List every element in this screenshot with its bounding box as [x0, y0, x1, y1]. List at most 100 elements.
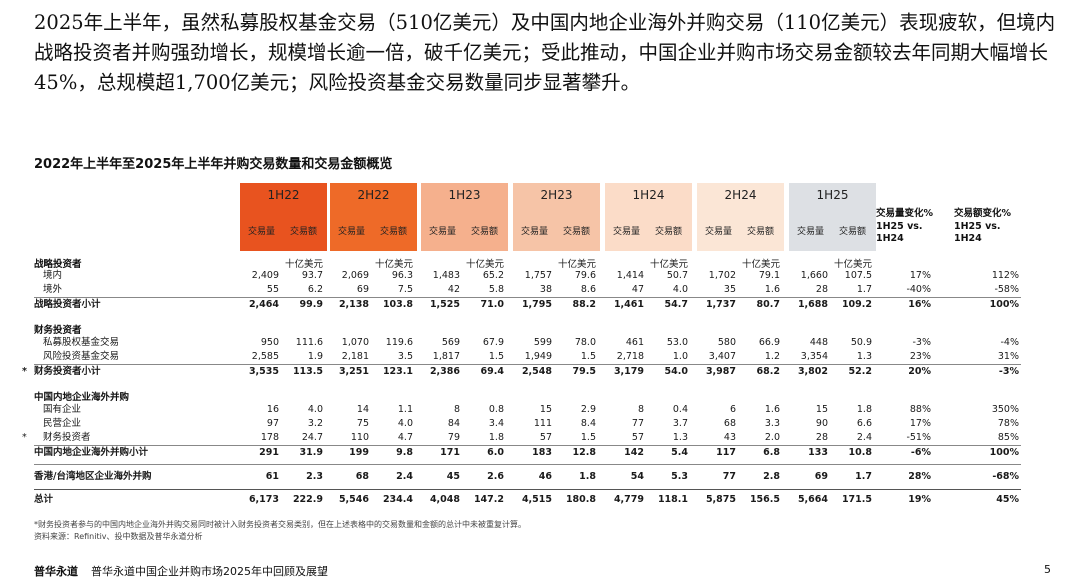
unit-label: 十亿美元: [649, 259, 688, 270]
table-cell: 1.5: [580, 351, 596, 362]
table-cell: 117: [716, 447, 736, 458]
volume-column-label: 交易量: [796, 227, 824, 237]
table-cell: 1.8: [488, 432, 504, 443]
table-cell: 69: [814, 471, 828, 482]
table-cell: 16: [266, 404, 279, 415]
volume-change-header: 交易量变化% 1H25 vs. 1H24: [876, 208, 933, 246]
period-header-1h25: 1H25: [789, 183, 876, 208]
row-divider: [34, 364, 1021, 365]
table-cell: 133: [808, 447, 828, 458]
table-cell: 2,181: [341, 351, 369, 362]
table-cell: 3.7: [672, 418, 688, 429]
table-cell: 1.6: [764, 284, 780, 295]
table-cell: 45%: [996, 494, 1019, 505]
table-cell: 183: [532, 447, 552, 458]
table-cell: 3,179: [613, 366, 644, 377]
period-subheader: 交易量 交易额: [330, 208, 417, 251]
value-change-header: 交易额变化% 1H25 vs. 1H24: [954, 208, 1011, 246]
table-cell: 1,737: [705, 299, 736, 310]
table-cell: 107.5: [844, 270, 872, 281]
period-subheader: 交易量 交易额: [513, 208, 600, 251]
table-cell: 79.6: [574, 270, 596, 281]
table-cell: 5.3: [671, 471, 688, 482]
table-cell: 1.7: [855, 471, 872, 482]
table-row-o-financial: * 财务投资者 178 24.7 110 4.7 79 1.8 57 1.5 57 1.3 43 2.0 2…: [0, 431, 1080, 444]
row-label: 香港/台湾地区企业海外并购: [34, 471, 152, 482]
table-cell: -3%: [912, 337, 932, 348]
group-label-outbound: 中国内地企业海外并购: [34, 392, 130, 403]
value-column-label: 交易额: [838, 227, 866, 237]
value-column-label: 交易额: [289, 227, 317, 237]
table-cell: 20%: [908, 366, 931, 377]
footer-brand: 普华永道: [34, 565, 78, 578]
table-cell: 1.8: [856, 404, 872, 415]
table-cell: 35: [723, 284, 736, 295]
table-cell: 15: [539, 404, 552, 415]
row-label: 境外: [43, 284, 63, 295]
table-cell: 1,757: [524, 270, 552, 281]
table-cell: 50.9: [850, 337, 872, 348]
table-cell: 100%: [989, 447, 1019, 458]
table-cell: 1.1: [397, 404, 413, 415]
table-cell: 113.5: [292, 366, 323, 377]
table-cell: 38: [539, 284, 552, 295]
row-divider: [34, 464, 1021, 465]
table-cell: 950: [260, 337, 279, 348]
table-cell: 69: [356, 284, 369, 295]
table-cell: 3,987: [705, 366, 736, 377]
table-cell: 1.5: [488, 351, 504, 362]
table-cell: 54: [630, 471, 644, 482]
table-cell: 1.7: [856, 284, 872, 295]
table-cell: 2.9: [580, 404, 596, 415]
table-cell: 46: [538, 471, 552, 482]
table-cell: 118.1: [657, 494, 688, 505]
value-column-label: 交易额: [470, 227, 498, 237]
table-cell: 78.0: [574, 337, 596, 348]
table-cell: 3,354: [800, 351, 828, 362]
table-cell: 6.8: [763, 447, 780, 458]
value-change-header-line: 1H24: [954, 233, 982, 244]
unit-label: 十亿美元: [833, 259, 872, 270]
table-cell: 6,173: [248, 494, 279, 505]
volume-column-label: 交易量: [520, 227, 548, 237]
table-cell: 1.0: [672, 351, 688, 362]
row-label: 财务投资者小计: [34, 366, 101, 377]
table-cell: 66.9: [758, 337, 780, 348]
table-row-s-domestic: 境内 2,409 93.7 2,069 96.3 1,483 65.2 1,757 79.6 1,…: [0, 269, 1080, 282]
table-row-o-soe: 国有企业 16 4.0 14 1.1 8 0.8 15 2.9 8 0.4 6 1.6 15 1.8 88% 3…: [0, 403, 1080, 416]
table-row-f-vc: 风险投资基金交易 2,585 1.9 2,181 3.5 1,817 1.5 1,949 1.5…: [0, 350, 1080, 363]
table-cell: 111: [533, 418, 552, 429]
table-cell: 85%: [997, 432, 1019, 443]
table-cell: 50.7: [666, 270, 688, 281]
table-cell: 199: [349, 447, 369, 458]
table-cell: 1,795: [521, 299, 552, 310]
table-cell: 110: [350, 432, 369, 443]
table-cell: 448: [809, 337, 828, 348]
table-cell: 3,407: [708, 351, 736, 362]
table-cell: 8: [637, 404, 644, 415]
unit-label: 十亿美元: [465, 259, 504, 270]
table-cell: 28: [815, 284, 828, 295]
table-cell: 5,875: [705, 494, 736, 505]
table-cell: 68.2: [756, 366, 780, 377]
table-cell: 112%: [991, 270, 1019, 281]
period-header-2h22: 2H22: [330, 183, 417, 208]
table-cell: 2.3: [306, 471, 323, 482]
table-cell: 171: [440, 447, 460, 458]
table-cell: 3.3: [764, 418, 780, 429]
table-cell: 569: [441, 337, 460, 348]
table-cell: 1,949: [524, 351, 552, 362]
table-cell: 2,069: [341, 270, 369, 281]
period-subheader: 交易量 交易额: [240, 208, 327, 251]
table-cell: 109.2: [841, 299, 872, 310]
unit-label: 十亿美元: [284, 259, 323, 270]
table-cell: 45: [446, 471, 460, 482]
table-row-o-subtotal: 中国内地企业海外并购小计 291 31.9 199 9.8 171 6.0 183 12.8 14…: [0, 446, 1080, 459]
table-cell: 1,660: [800, 270, 828, 281]
table-cell: 8: [453, 404, 460, 415]
table-cell: 1,525: [429, 299, 460, 310]
table-cell: -3%: [998, 366, 1019, 377]
table-cell: 14: [356, 404, 369, 415]
table-cell: 68: [723, 418, 736, 429]
table-cell: 4,048: [429, 494, 460, 505]
